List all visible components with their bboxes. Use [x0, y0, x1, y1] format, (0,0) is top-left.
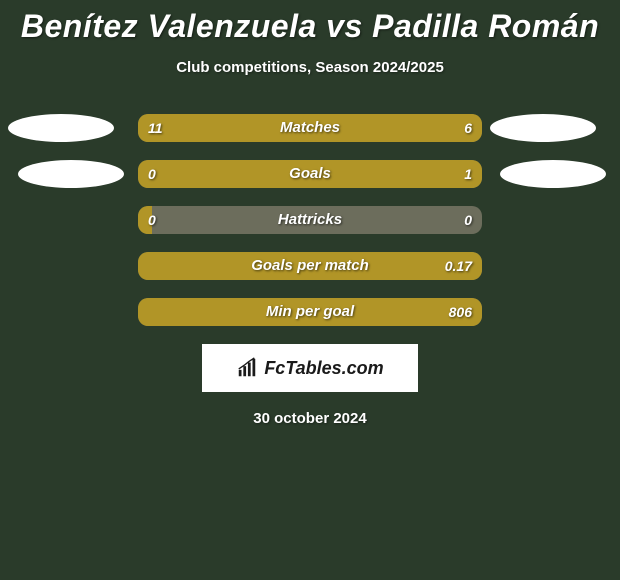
- subtitle: Club competitions, Season 2024/2025: [0, 59, 620, 76]
- bar-track: 0.17Goals per match: [138, 252, 482, 280]
- comparison-row: 0.17Goals per match: [0, 252, 620, 280]
- team-badge-left: [18, 160, 124, 188]
- bar-track: 01Goals: [138, 160, 482, 188]
- bar-left-fill: [138, 114, 361, 142]
- bar-track: 116Matches: [138, 114, 482, 142]
- bar-chart-icon: [236, 357, 258, 379]
- bar-track: 806Min per goal: [138, 298, 482, 326]
- bar-right-fill: [200, 160, 482, 188]
- logo-box: FcTables.com: [202, 344, 418, 392]
- team-badge-right: [490, 114, 596, 142]
- logo-text: FcTables.com: [264, 358, 383, 379]
- comparison-chart: 116Matches 01Goals 00Hattricks 0.17Goals pe…: [0, 114, 620, 326]
- bar-track: 00Hattricks: [138, 206, 482, 234]
- bar-right-fill: [361, 114, 482, 142]
- bar-left-fill: [138, 206, 152, 234]
- bar-background: [138, 206, 482, 234]
- bar-right-fill: [138, 298, 482, 326]
- comparison-row: 806Min per goal: [0, 298, 620, 326]
- comparison-row: 00Hattricks: [0, 206, 620, 234]
- team-badge-left: [8, 114, 114, 142]
- team-badge-right: [500, 160, 606, 188]
- date-text: 30 october 2024: [0, 410, 620, 427]
- page-title: Benítez Valenzuela vs Padilla Román: [0, 0, 620, 45]
- bar-right-fill: [138, 252, 482, 280]
- bar-left-fill: [138, 160, 200, 188]
